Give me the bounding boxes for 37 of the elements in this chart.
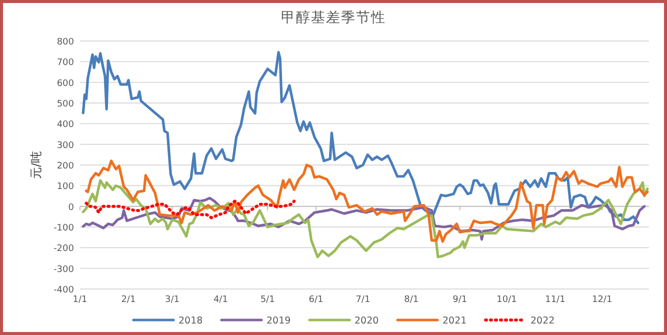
legend-label: 2018: [178, 316, 203, 326]
x-tick-label: 7/1: [356, 295, 370, 305]
x-tick-label: 3/1: [164, 295, 180, 305]
legend-item: 2018: [132, 316, 203, 326]
y-axis-title: 元/吨: [29, 150, 43, 180]
legend-label: 2021: [442, 316, 467, 326]
x-tick-label: 11/1: [545, 295, 566, 305]
x-tick-label: 5/1: [260, 295, 275, 305]
y-tick-label: 300: [56, 140, 74, 151]
y-tick-label: -400: [54, 286, 74, 296]
x-tick-label: 12/1: [592, 295, 612, 305]
legend-item: 2022: [484, 316, 555, 326]
y-tick-label: 100: [56, 182, 74, 192]
x-tick-label: 1/1: [72, 295, 88, 305]
legend-label: 2022: [530, 316, 555, 326]
y-tick-label: -300: [54, 264, 74, 275]
x-tick-label: 8/1: [404, 295, 419, 305]
x-tick-label: 2/1: [121, 295, 136, 305]
legend-item: 2019: [220, 316, 291, 326]
x-tick-label: 4/1: [213, 295, 228, 305]
legend-label: 2020: [354, 316, 379, 326]
x-tick-label: 10/1: [496, 295, 517, 305]
y-tick-label: 200: [56, 162, 74, 172]
y-tick-label: 400: [56, 120, 74, 130]
y-tick-label: 600: [56, 78, 74, 89]
legend-item: 2020: [308, 316, 379, 326]
chart-title: 甲醇基差季节性: [281, 10, 386, 26]
y-tick-label: 800: [56, 38, 74, 48]
y-tick-label: -100: [54, 224, 74, 234]
legend-item: 2021: [396, 316, 467, 326]
x-tick-label: 6/1: [308, 295, 324, 305]
y-tick-label: 0: [68, 202, 74, 213]
legend-label: 2019: [266, 316, 291, 326]
y-tick-label: -200: [54, 244, 74, 254]
x-tick-label: 9/1: [452, 295, 468, 305]
y-tick-label: 700: [56, 58, 74, 68]
y-tick-label: 500: [56, 100, 74, 110]
